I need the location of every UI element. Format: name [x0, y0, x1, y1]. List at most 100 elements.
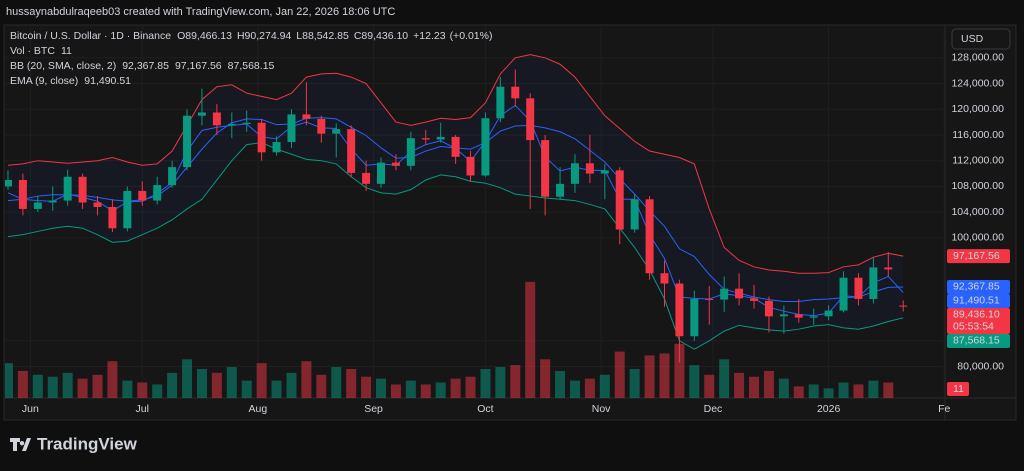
brand-logo: [10, 438, 31, 451]
currency[interactable]: USD: [961, 33, 984, 45]
candle-body: [645, 199, 654, 274]
candle-body: [899, 305, 908, 307]
volume-bar: [659, 353, 670, 398]
candle-body: [212, 112, 221, 126]
candle-body: [18, 179, 27, 209]
brand: TradingView: [37, 434, 138, 453]
candle-body: [93, 202, 102, 207]
volume-bar: [390, 384, 401, 398]
ohlc-value: 88,542.85: [302, 30, 349, 42]
volume-bar: [808, 384, 819, 398]
candle-body: [615, 170, 624, 230]
plot: [5, 25, 945, 398]
candle-body: [570, 163, 579, 184]
indicator-value: 97,167.56: [175, 60, 222, 72]
y-tick-label: 124,000.00: [951, 77, 1004, 89]
volume-bar: [92, 374, 103, 398]
candle-body: [541, 140, 550, 197]
volume-bar: [122, 380, 133, 398]
volume-bar: [734, 372, 745, 398]
candle-body: [869, 267, 878, 299]
price-label: 91,490.51: [953, 295, 1000, 307]
candle-body: [302, 114, 311, 119]
indicator-name: BB (20, SMA, close, 2): [10, 60, 116, 72]
candle-body: [750, 298, 759, 301]
volume-bar: [301, 361, 312, 398]
price-label-box: [947, 293, 1010, 308]
currency-button[interactable]: [951, 28, 1011, 50]
x-tick-label: Jun: [22, 403, 39, 415]
y-tick-label: 120,000.00: [951, 103, 1004, 115]
ohlc-letter: L: [296, 30, 302, 42]
candle-body: [511, 86, 520, 99]
candle-body: [690, 298, 699, 337]
candle-body: [481, 118, 490, 176]
volume-bar: [719, 359, 730, 398]
volume-bar: [569, 380, 580, 398]
candle-body: [332, 129, 341, 134]
candle-body: [839, 277, 848, 311]
ohlc-value: 89,466.13: [185, 30, 232, 42]
x-tick-label: 2026: [817, 403, 841, 415]
price-label: 87,568.15: [953, 335, 1000, 347]
volume-bar: [420, 384, 431, 398]
candle-body: [496, 86, 505, 119]
volume-bar: [5, 363, 13, 398]
candle-body: [183, 115, 192, 168]
ohlc-value: 89,436.10: [361, 30, 408, 42]
volume-bar: [450, 378, 461, 398]
volume-bar: [376, 378, 386, 398]
x-tick-label: Nov: [592, 403, 611, 415]
volume-bar: [778, 378, 789, 398]
volume-bar: [32, 374, 43, 398]
volume-bar: [435, 382, 446, 398]
price-label-box: [947, 279, 1010, 294]
volume-bar: [510, 365, 521, 398]
candle-body: [451, 136, 460, 157]
volume-bar: [644, 355, 655, 398]
y-tick-label: 80,000.00: [957, 360, 1004, 372]
volume-name: Vol · BTC: [10, 45, 55, 57]
candle-body: [854, 277, 863, 299]
candle-body: [809, 316, 818, 318]
volume-bar: [525, 281, 536, 398]
volume-bar: [107, 361, 118, 398]
candle-body: [63, 176, 72, 201]
x-tick-label: Fe: [938, 403, 950, 415]
candle-body: [123, 190, 132, 229]
ohlc-value: 90,274.94: [245, 30, 292, 42]
candle-body: [660, 273, 669, 284]
candle-body: [630, 199, 639, 230]
change-pct: (+0.01%): [450, 30, 493, 42]
candle-body: [585, 163, 594, 174]
volume-bar: [689, 365, 700, 398]
candle-body: [257, 122, 266, 153]
price-label-box: [947, 307, 1010, 334]
volume-bar: [286, 372, 297, 398]
volume-bar: [480, 368, 491, 398]
y-tick-label: 104,000.00: [951, 206, 1004, 218]
candle-body: [421, 138, 430, 140]
candle-body: [794, 314, 803, 318]
candle-body: [466, 156, 475, 176]
x-tick-label: Jul: [136, 403, 149, 415]
x-tick-label: Dec: [704, 403, 723, 415]
volume-bar: [256, 363, 267, 398]
candle-body: [884, 267, 893, 270]
candle-body: [78, 176, 87, 203]
x-tick-label: Sep: [364, 403, 383, 415]
price-label: 97,167.56: [953, 250, 1000, 262]
candle-body: [705, 298, 714, 300]
volume-bar: [405, 380, 416, 398]
candle-body: [33, 202, 42, 209]
candle-body: [720, 288, 729, 300]
candle-body: [675, 283, 684, 337]
x-tick-label: Oct: [477, 403, 493, 415]
volume-label: 11: [953, 383, 964, 395]
volume-bar: [77, 378, 88, 398]
volume-bar: [465, 376, 476, 398]
volume-bar: [346, 368, 357, 398]
candle-body: [227, 124, 236, 126]
price-label: 89,436.10: [953, 309, 1000, 321]
volume-bar: [763, 370, 774, 398]
